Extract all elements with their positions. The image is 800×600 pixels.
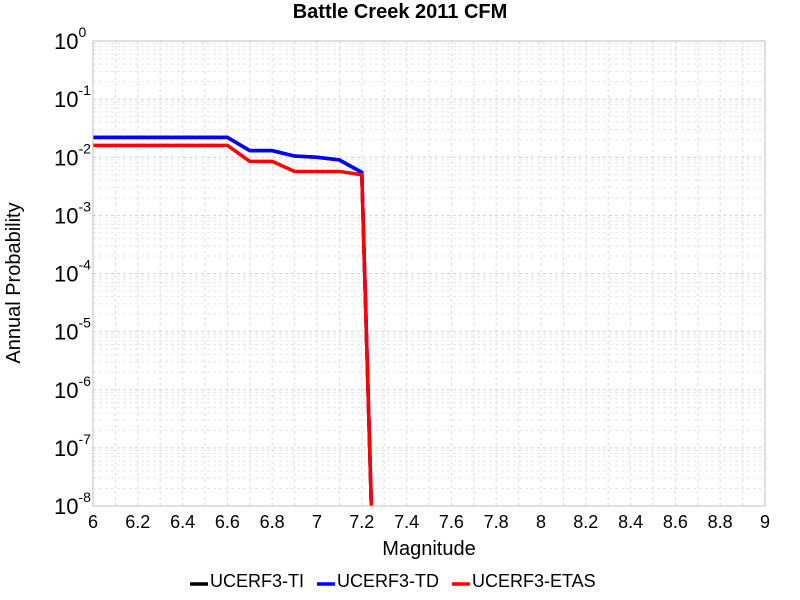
y-tick-labels: 100 10-1 10-2 10-3 10-4 10-5 10-6 10-7 10-8	[54, 24, 91, 519]
legend-label: UCERF3-ETAS	[472, 571, 596, 591]
x-tick-label: 7.8	[484, 512, 509, 532]
x-tick-label: 6.6	[215, 512, 240, 532]
y-tick-label: 10-2	[54, 140, 91, 170]
legend-label: UCERF3-TD	[337, 571, 439, 591]
legend: UCERF3-TI UCERF3-TD UCERF3-ETAS	[190, 571, 596, 591]
x-axis-label: Magnitude	[382, 538, 475, 560]
y-tick-label: 10-3	[54, 198, 91, 228]
x-tick-label: 8.6	[663, 512, 688, 532]
y-axis-label: Annual Probability	[3, 202, 25, 363]
series-line-ucerf3-etas	[93, 143, 374, 506]
y-tick-label: 10-7	[54, 431, 91, 461]
x-tick-label: 7.4	[394, 512, 419, 532]
x-tick-label: 8.8	[708, 512, 733, 532]
series-lines	[93, 135, 374, 506]
x-tick-label: 9	[760, 512, 770, 532]
plot-border	[92, 40, 766, 507]
y-tick-label: 10-6	[54, 373, 91, 403]
chart-title: Battle Creek 2011 CFM	[293, 1, 508, 23]
y-tick-label: 100	[54, 24, 86, 54]
x-tick-label: 7.6	[439, 512, 464, 532]
x-tick-label: 6	[88, 512, 98, 532]
x-tick-label: 6.8	[260, 512, 285, 532]
y-tick-label: 10-4	[54, 257, 91, 287]
x-tick-label: 7.2	[349, 512, 374, 532]
legend-label: UCERF3-TI	[210, 571, 304, 591]
x-tick-label: 8.2	[573, 512, 598, 532]
y-tick-label: 10-1	[54, 82, 91, 112]
y-tick-label: 10-8	[54, 489, 91, 519]
x-tick-label: 6.2	[125, 512, 150, 532]
x-tick-label: 6.4	[170, 512, 195, 532]
series-line-ucerf3-td	[93, 135, 374, 506]
grid	[92, 41, 766, 507]
x-tick-labels: 6 6.2 6.4 6.6 6.8 7 7.2 7.4 7.6 7.8 8 8.2 8.4 8.6 8.8 9	[88, 512, 770, 532]
y-tick-label: 10-5	[54, 315, 91, 345]
x-tick-label: 8	[536, 512, 546, 532]
x-tick-label: 7	[312, 512, 322, 532]
x-tick-label: 8.4	[618, 512, 643, 532]
